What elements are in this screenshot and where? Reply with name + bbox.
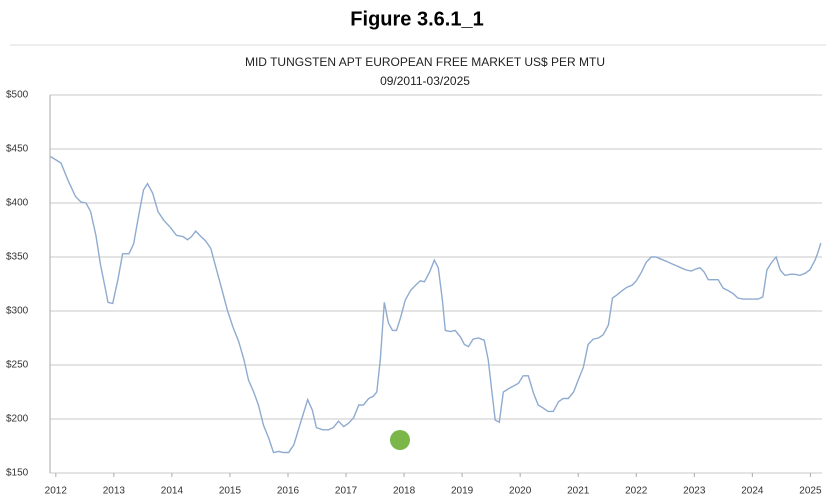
y-tick-label: $200 [6,414,29,425]
x-tick-label: 2018 [393,486,416,497]
y-tick-label: $150 [6,468,29,479]
y-tick-label: $350 [6,252,29,263]
x-tick-label: 2025 [799,486,822,497]
x-tick-label: 2021 [567,486,590,497]
figure-title: Figure 3.6.1_1 [350,8,483,30]
decoration-dot [390,430,410,450]
x-tick-label: 2013 [103,486,126,497]
price-line [50,156,822,454]
x-tick-label: 2023 [683,486,706,497]
x-tick-label: 2017 [335,486,358,497]
x-tick-label: 2024 [741,486,764,497]
y-tick-label: $450 [6,144,29,155]
y-tick-label: $400 [6,198,29,209]
x-tick-label: 2016 [277,486,300,497]
x-tick-label: 2012 [45,486,68,497]
x-tick-label: 2019 [451,486,474,497]
y-tick-label: $500 [6,90,29,101]
y-tick-label: $250 [6,360,29,371]
x-tick-label: 2015 [219,486,242,497]
chart-subtitle: 09/2011-03/2025 [380,74,470,88]
x-tick-label: 2020 [509,486,532,497]
y-tick-label: $300 [6,306,29,317]
x-tick-label: 2014 [161,486,184,497]
chart-title: MID TUNGSTEN APT EUROPEAN FREE MARKET US… [245,55,605,69]
x-tick-label: 2022 [625,486,648,497]
